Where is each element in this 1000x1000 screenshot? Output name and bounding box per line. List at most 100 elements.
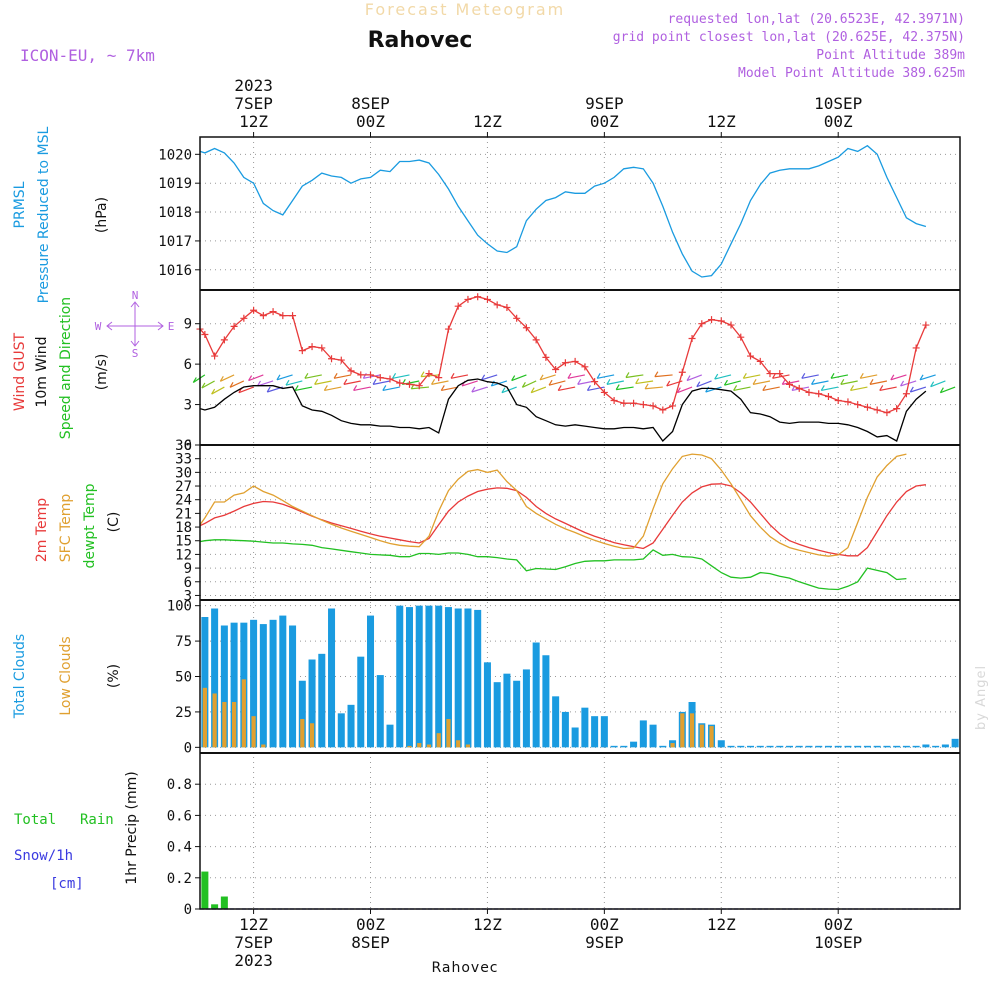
wind-barb-head — [859, 372, 864, 379]
wind-barb — [192, 374, 206, 383]
low-cloud-bar — [446, 719, 451, 748]
label-dewpt-temp: dewpt Temp — [82, 483, 98, 568]
gust-point — [522, 324, 530, 332]
gust-point — [561, 359, 569, 367]
label-wind-gust: Wind GUST — [12, 332, 28, 411]
wind-barb-head — [586, 385, 591, 391]
gust-point — [347, 367, 355, 375]
wind-barb — [772, 374, 790, 379]
model-label: ICON-EU, ~ 7km — [20, 46, 155, 65]
wind-barb-head — [850, 385, 855, 391]
location-title: Rahovec — [368, 28, 473, 53]
low-cloud-bar — [456, 740, 461, 748]
y-tick-label: 15 — [175, 534, 192, 550]
low-cloud-bar — [680, 713, 685, 748]
gust-point — [639, 401, 647, 409]
grid-point-coords: grid point closest lon,lat (20.625E, 42.… — [613, 30, 965, 45]
wind-barb — [392, 374, 410, 379]
total-cloud-bar — [854, 745, 862, 748]
wind-barb-head — [890, 374, 895, 381]
total-cloud-bar — [357, 656, 365, 748]
wind-barb-head — [676, 387, 681, 394]
low-cloud-bar — [222, 702, 227, 748]
total-cloud-bar — [425, 605, 433, 748]
bottom-hour-label: 00Z — [356, 915, 385, 934]
y-tick-label: 0 — [184, 740, 192, 756]
gust-point — [678, 368, 686, 376]
gust-point — [717, 317, 725, 325]
y-tick-label: 6 — [184, 575, 192, 591]
gust-point — [503, 304, 511, 312]
axis-layer: 1016101710181019102003693691215182124273… — [158, 76, 862, 970]
wind-barb — [314, 380, 332, 385]
wind-barb — [890, 374, 907, 381]
total-cloud-bar — [454, 608, 462, 748]
bottom-hour-label: 00Z — [590, 915, 619, 934]
wind-barb-head — [382, 385, 387, 391]
wind-barb — [343, 380, 361, 385]
wind-barb — [879, 386, 897, 392]
wind-barb-head — [666, 380, 671, 387]
wind-barb — [201, 380, 215, 389]
wind-barb — [539, 374, 556, 381]
gust-point — [532, 336, 540, 344]
label-rain: Rain — [80, 812, 114, 828]
total-cloud-bar — [230, 622, 238, 748]
top-hour-label: 00Z — [590, 112, 619, 131]
wind-barb — [501, 386, 517, 394]
y-tick-label: 100 — [167, 599, 192, 615]
bottom-hour-label: 12Z — [473, 915, 502, 934]
y-tick-label: 24 — [175, 493, 192, 509]
total-cloud-bar — [396, 605, 404, 748]
gust-point — [552, 366, 560, 374]
total-cloud-bar — [815, 745, 823, 748]
total-cloud-bar — [737, 745, 745, 748]
y-tick-label: 30 — [175, 465, 192, 481]
bottom-date-label: 8SEP — [351, 933, 390, 952]
gust-point — [863, 403, 871, 411]
top-date-label: 10SEP — [814, 94, 862, 113]
total-cloud-bar — [405, 607, 413, 748]
wind-barb — [363, 374, 381, 379]
wind-barb — [382, 386, 400, 392]
label-total: Total — [14, 812, 56, 828]
total-cloud-bar — [863, 745, 871, 748]
wind-barb — [696, 380, 712, 388]
gust-point — [357, 371, 365, 379]
wind-barb-head — [869, 379, 874, 385]
label-snow: Snow/1h — [14, 848, 73, 864]
wind-barb — [677, 386, 693, 394]
label-sfc-temp: SFC Temp — [58, 494, 74, 563]
total-cloud-bar — [785, 745, 793, 748]
y-tick-label: 1019 — [158, 176, 192, 192]
wind-barb-head — [752, 379, 757, 385]
wind-barb-head — [392, 372, 397, 379]
low-cloud-bar — [699, 724, 704, 748]
top-hour-label: 12Z — [473, 112, 502, 131]
gust-point — [649, 402, 657, 410]
gust-point — [425, 370, 433, 378]
low-cloud-bar — [251, 716, 256, 748]
low-cloud-bar — [309, 723, 315, 748]
plot-frame — [199, 136, 961, 910]
gust-point — [708, 316, 716, 324]
total-cloud-bar — [561, 711, 569, 748]
wind-barb-head — [879, 385, 884, 391]
point-altitude: Point Altitude 389m — [816, 48, 965, 63]
y-tick-label: 27 — [175, 479, 192, 495]
wind-barb-head — [276, 374, 281, 381]
wind-barb — [229, 380, 245, 388]
gust-point — [328, 355, 336, 363]
compass-east: E — [168, 320, 175, 333]
wind-barb-head — [530, 387, 535, 394]
low-cloud-bar — [407, 745, 412, 748]
gust-point — [435, 374, 443, 382]
gust-point — [571, 357, 579, 365]
gust-point — [669, 402, 677, 410]
label-cm: [cm] — [50, 876, 84, 892]
wind-barb — [450, 374, 469, 379]
wind-barb-head — [548, 379, 553, 386]
wind-barb-head — [557, 385, 562, 391]
total-cloud-bar — [513, 680, 521, 748]
grid-layer — [200, 137, 960, 910]
